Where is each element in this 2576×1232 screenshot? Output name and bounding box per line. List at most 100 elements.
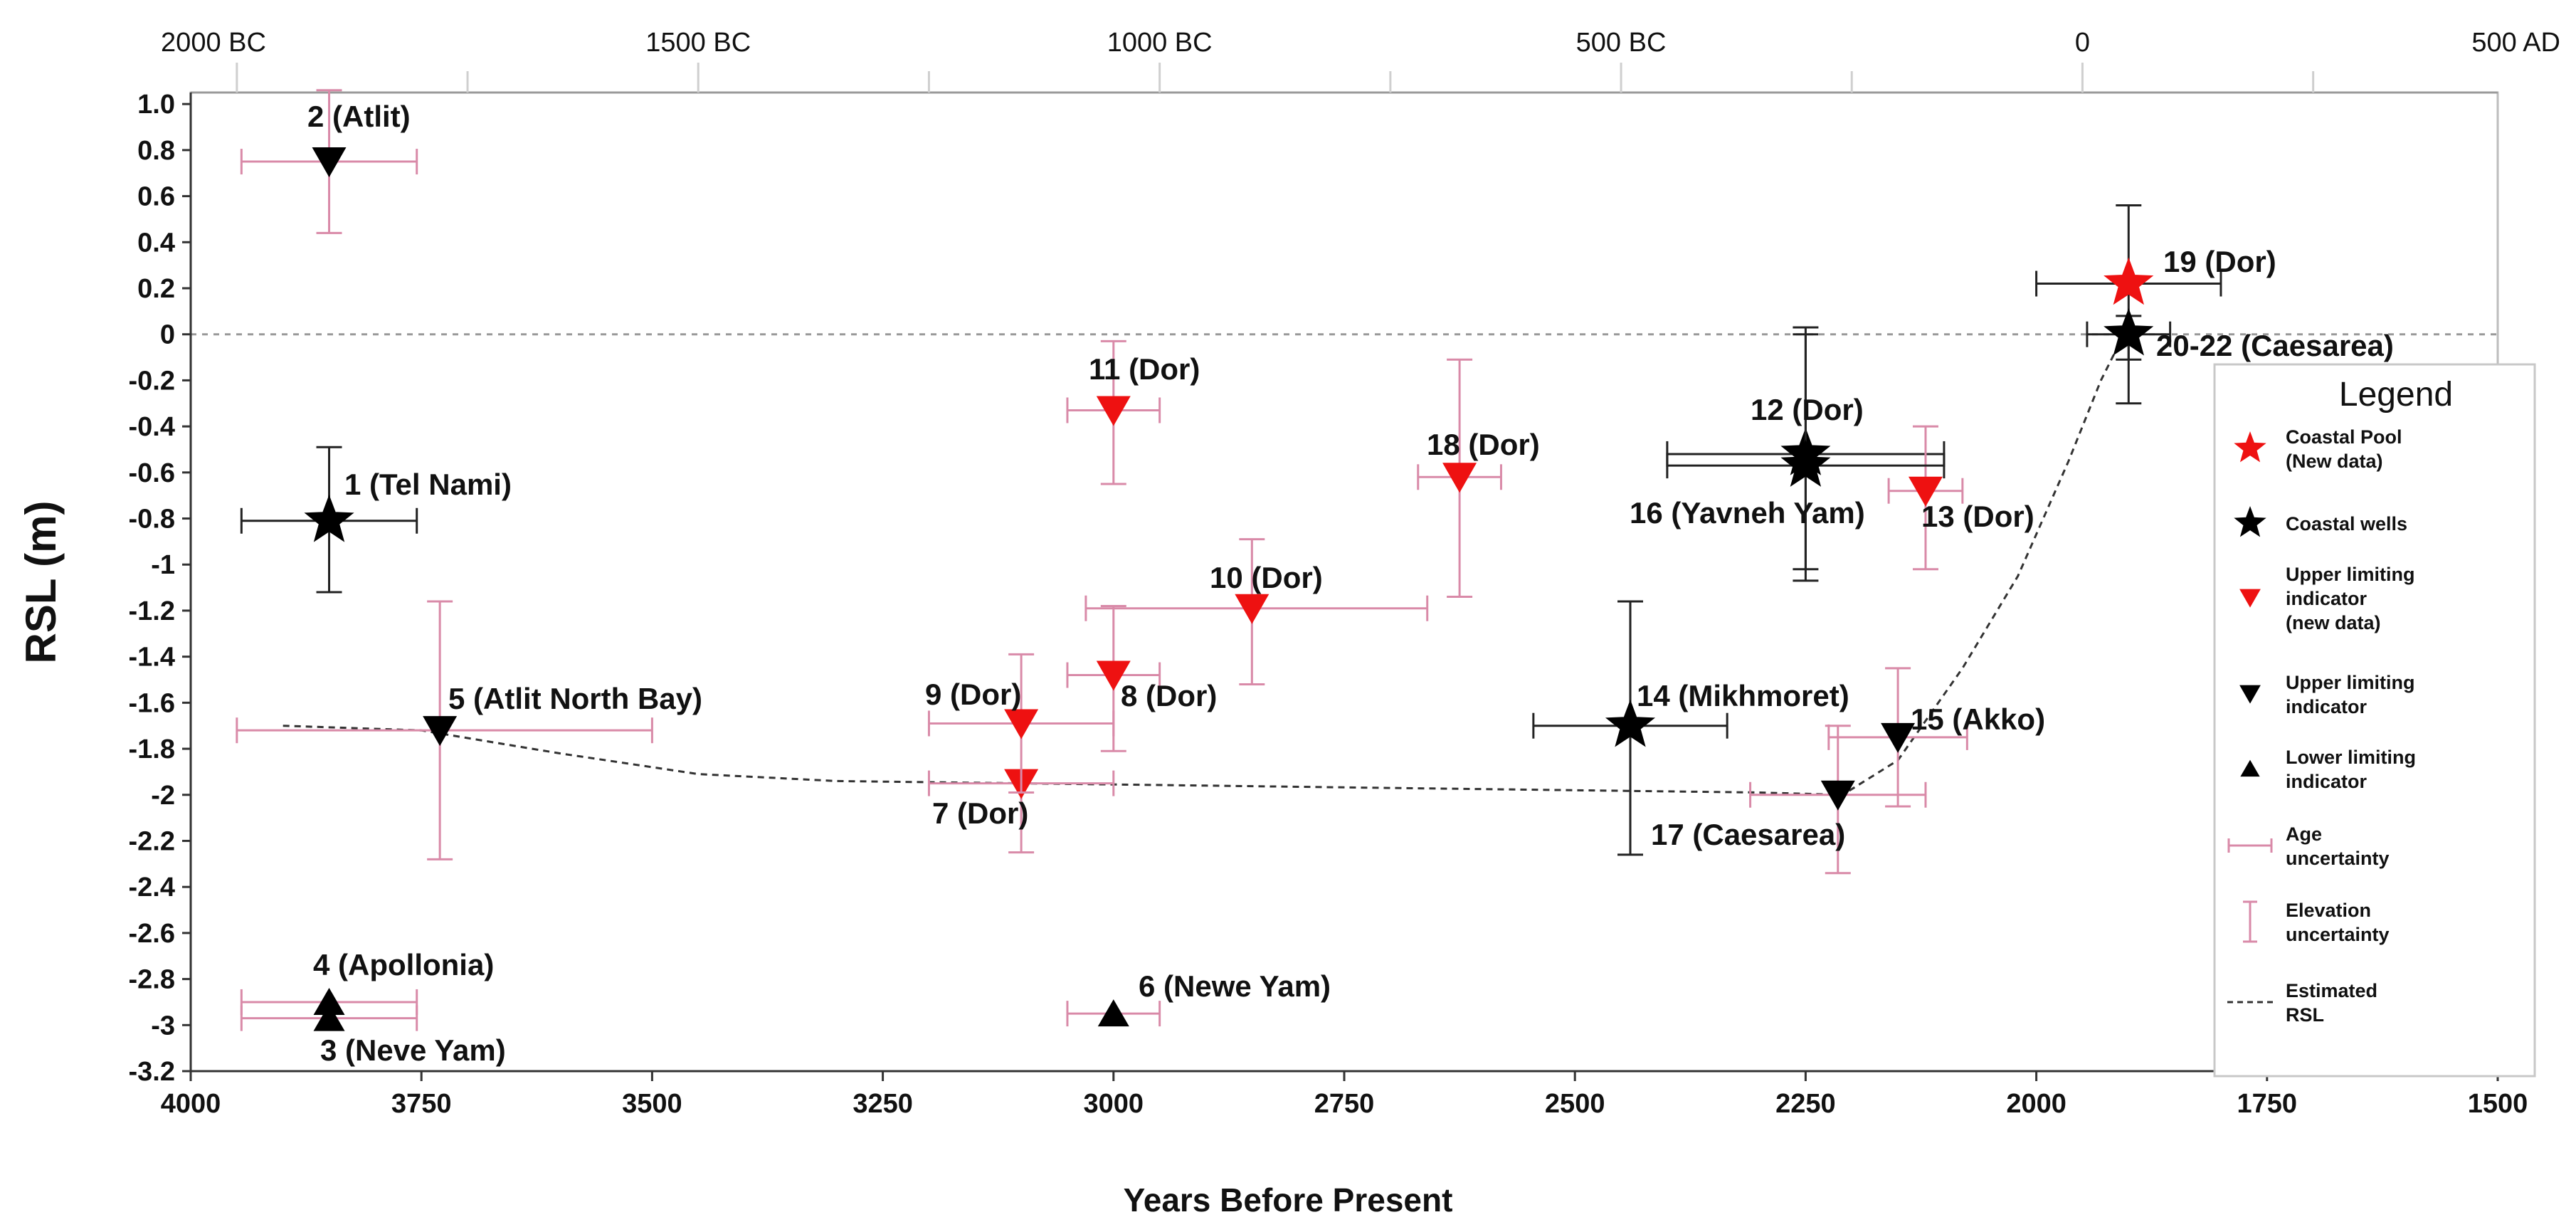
legend-box: [2213, 363, 2536, 1078]
point-label-1: 1 (Tel Nami): [344, 468, 512, 501]
point-label-7: 7 (Dor): [932, 796, 1028, 830]
marker-upper: [1820, 780, 1855, 811]
marker-upper_new: [1096, 396, 1131, 426]
data-point-16: [1666, 326, 1946, 582]
legend-marker-well: [2234, 506, 2266, 537]
y-tick-label: -1: [151, 550, 175, 580]
y-tick-label: -2.8: [129, 965, 175, 995]
legend-label: indicator: [2286, 588, 2368, 609]
point-label-9: 9 (Dor): [925, 678, 1021, 711]
legend-item-elev_unc: Elevation uncertainty: [2243, 900, 2390, 945]
plot-frame: [189, 91, 2499, 1073]
marker-lower: [313, 1004, 345, 1031]
point-label-10: 10 (Dor): [1210, 561, 1323, 594]
marker-well: [1780, 439, 1831, 487]
x-tick-label: 3000: [1084, 1089, 1144, 1119]
marker-upper_new: [1235, 594, 1269, 624]
legend-label: Upper limiting: [2286, 564, 2415, 585]
x-tick-label: 3750: [391, 1089, 452, 1119]
point-label-12: 12 (Dor): [1751, 393, 1864, 426]
y-tick-label: 0.4: [137, 228, 175, 258]
top-axis-label: 0: [2075, 28, 2090, 58]
marker-lower: [1097, 999, 1129, 1027]
legend-label: (new data): [2286, 612, 2381, 633]
legend-marker-upper_new: [2239, 589, 2261, 608]
legend-label: Lower limiting: [2286, 747, 2416, 768]
y-tick-label: -2.2: [129, 826, 175, 856]
data-point-11: [1066, 339, 1161, 485]
legend-label: uncertainty: [2286, 848, 2390, 869]
data-point-17: [1749, 725, 1927, 875]
data-point-10: [1084, 538, 1429, 685]
point-label-20-22: 20-22 (Caesarea): [2156, 329, 2394, 362]
y-tick-label: -1.6: [129, 688, 175, 718]
points-layer: [236, 89, 2222, 1031]
marker-upper: [1881, 722, 1916, 753]
y-tick-label: -1.2: [129, 596, 175, 626]
y-tick-label: -3: [151, 1011, 175, 1041]
marker-upper: [312, 147, 347, 178]
top-axis-label: 500 BC: [1576, 28, 1667, 58]
legend-label: Elevation: [2286, 900, 2371, 921]
data-point-9: [927, 653, 1115, 794]
x-tick-label: 2000: [2006, 1089, 2066, 1119]
y-tick-label: -0.2: [129, 366, 175, 396]
x-tick-label: 1500: [2468, 1089, 2528, 1119]
point-label-14: 14 (Mikhmoret): [1637, 679, 1849, 712]
marker-well: [304, 494, 354, 542]
x-tick-label: 3250: [852, 1089, 913, 1119]
ticks-layer: 2000 BC 1500 BC 1000 BC 500 BC 0 500 AD 4000 37…: [129, 28, 2560, 1119]
marker-upper_new: [1004, 709, 1039, 739]
x-tick-label: 3500: [622, 1089, 682, 1119]
marker-upper: [423, 716, 458, 747]
legend-marker-upper: [2239, 685, 2261, 704]
y-tick-label: 0.6: [137, 182, 175, 212]
x-tick-label: 4000: [161, 1089, 221, 1119]
x-tick-label: 2250: [1775, 1089, 1836, 1119]
legend: Legend Coastal Pool (New data) Coastal well…: [2213, 363, 2536, 1078]
point-label-11: 11 (Dor): [1089, 352, 1200, 386]
estimated-rsl-layer: [283, 334, 2126, 796]
legend-label: Coastal wells: [2286, 513, 2407, 535]
y-tick-label: -2.6: [129, 919, 175, 949]
marker-upper_new: [1908, 476, 1943, 507]
y-tick-label: -0.4: [129, 412, 175, 442]
y-tick-label: -3.2: [129, 1057, 175, 1087]
point-label-2: 2 (Atlit): [307, 100, 411, 133]
legend-label: Upper limiting: [2286, 672, 2415, 693]
legend-label: indicator: [2286, 771, 2368, 792]
point-label-17: 17 (Caesarea): [1651, 818, 1845, 851]
legend-item-upper: Upper limiting indicator: [2239, 672, 2415, 717]
y-tick-label: 1.0: [137, 90, 175, 120]
legend-label: RSL: [2286, 1004, 2324, 1026]
top-axis-label: 1000 BC: [1107, 28, 1213, 58]
legend-item-pool_new: Coastal Pool (New data): [2234, 426, 2402, 472]
y-tick-label: 0.2: [137, 274, 175, 304]
marker-lower: [313, 987, 345, 1015]
data-point-1: [240, 446, 418, 594]
point-label-19: 19 (Dor): [2163, 245, 2276, 278]
marker-well: [1605, 699, 1656, 747]
legend-label: indicator: [2286, 696, 2368, 717]
y-tick-label: 0.8: [137, 136, 175, 166]
y-tick-label: -2: [151, 781, 175, 811]
legend-item-upper_new: Upper limiting indicator (new data): [2239, 564, 2415, 633]
x-tick-label: 1750: [2237, 1089, 2298, 1119]
data-point-2: [240, 89, 418, 234]
point-label-4: 4 (Apollonia): [313, 948, 494, 981]
top-axis-label: 500 AD: [2471, 28, 2560, 58]
marker-upper_new: [1096, 660, 1131, 691]
legend-label: Estimated: [2286, 980, 2377, 1001]
y-tick-label: -0.8: [129, 505, 175, 535]
legend-title: Legend: [2339, 376, 2453, 414]
legend-label: (New data): [2286, 451, 2383, 472]
point-label-18: 18 (Dor): [1427, 428, 1540, 461]
point-label-5: 5 (Atlit North Bay): [448, 682, 702, 715]
point-label-16: 16 (Yavneh Yam): [1630, 496, 1865, 530]
x-tick-label: 2750: [1314, 1089, 1375, 1119]
y-tick-label: 0: [160, 320, 175, 350]
legend-marker-lower: [2240, 759, 2260, 777]
data-point-13: [1887, 425, 1964, 571]
point-label-8: 8 (Dor): [1121, 679, 1217, 712]
